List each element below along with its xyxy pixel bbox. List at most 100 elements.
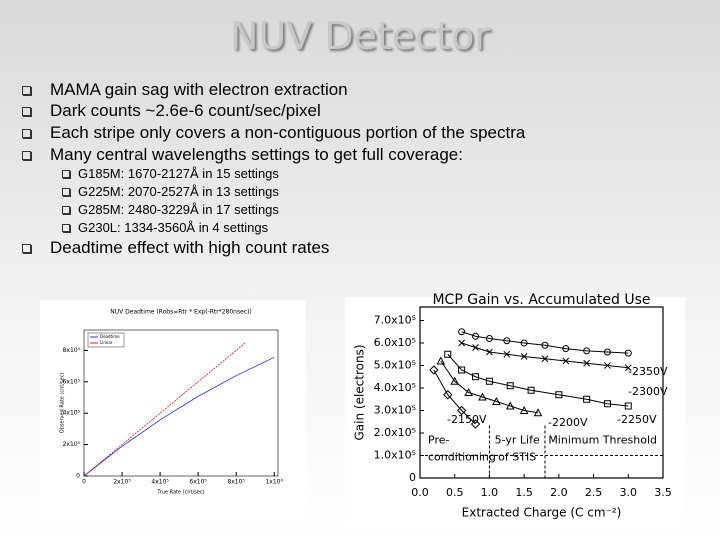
marker [505,401,515,410]
sub-bullet: G225M: 2070-2527Å in 13 settings [62,184,279,199]
plot-frame [419,306,664,479]
y-tick-label: 7.0x10⁵ [374,314,416,327]
marker [519,405,529,414]
y-tick-label: 6x10⁵ [63,378,81,385]
x-tick-label: 0 [82,479,86,486]
x-tick-label: 1.5 [515,486,533,499]
marker [443,390,453,400]
x-tick-label: 2x10⁵ [113,479,131,486]
x-axis-label: True Rate (cnt/sec) [156,490,204,496]
bullet: Dark counts ~2.6e-6 count/sec/pixel [22,101,321,120]
y-tick-label: 1.0x10⁵ [374,449,416,462]
marker [506,382,514,390]
series-label: -2200V [548,416,588,429]
series-label: -2150V [447,413,487,426]
slide-title: NUV Detector [230,14,490,58]
y-axis-label: Observed Rate (cnt/sec) [60,373,66,434]
marker [503,350,511,358]
marker [541,341,549,349]
annotation: Minimum Threshold [548,434,657,447]
x-tick-label: 0.5 [446,486,464,499]
x-tick-label: 1x10⁶ [265,479,283,486]
y-tick-label: 3.0x10⁵ [374,404,416,417]
marker [458,328,466,336]
sub-bullet: G285M: 2480-3229Å in 17 settings [62,202,279,217]
marker [562,357,570,365]
bullet: Deadtime effect with high count rates [21,238,330,257]
series-line [83,342,246,477]
sub-bullet: G230L: 1334-3560Å in 4 settings [61,220,269,235]
marker [583,347,591,355]
series-line [440,360,539,414]
right-figure-bg [345,297,685,527]
y-tick-label: 6.0x10⁵ [374,336,416,349]
marker [472,344,479,351]
marker [436,356,446,365]
legend-label: Linear [100,340,113,345]
marker [492,396,501,405]
marker [458,339,466,347]
x-tick-label: 4x10⁵ [151,479,169,486]
marker [429,365,439,375]
y-tick-label: 4.0x10⁵ [374,381,416,394]
x-tick-label: 3.5 [654,486,672,499]
y-tick-label: 0 [409,471,416,484]
chart-title: MCP Gain vs. Accumulated Use [432,292,650,308]
marker [520,339,528,347]
marker [603,400,611,408]
marker [486,348,493,356]
series-line [461,342,629,369]
marker [485,377,493,385]
x-tick-label: 2.0 [550,486,568,499]
marker [458,366,466,374]
y-tick-label: 2.0x10⁵ [374,426,416,439]
marker [464,387,473,396]
marker [541,355,549,363]
marker [555,391,563,399]
bullet: Many central wavelengths settings to get… [22,145,463,164]
marker [456,405,467,416]
marker [624,402,632,410]
x-tick-label: 3.0 [620,486,638,499]
marker [604,362,611,369]
sub-bullet: G185M: 1670-2127Å in 15 settings [62,166,279,181]
annotation: 5-yr Life [495,434,540,447]
marker [562,345,570,353]
series-line [447,353,629,407]
series-line [433,369,476,425]
annotation: Pre- [428,434,449,447]
marker [527,386,535,394]
series-label: -2250V [617,413,657,426]
x-tick-label: 2.5 [585,486,603,499]
marker [583,359,590,367]
marker [450,376,460,385]
x-tick-label: 0.0 [411,486,429,499]
series-line [83,356,275,477]
y-tick-label: 5.0x10⁵ [374,359,416,372]
marker [624,364,632,372]
legend-label: Deadtime [100,334,120,339]
marker [470,419,481,429]
x-tick-label: 8x10⁵ [227,479,245,486]
marker [444,350,452,358]
marker [533,408,543,417]
marker [583,395,591,403]
annotation: of STIS [498,451,536,464]
series-label: -2300V [628,385,668,398]
y-tick-label: 0 [76,473,80,480]
y-tick-label: 8x10⁵ [63,347,81,354]
marker [624,349,632,357]
y-tick-label: 2x10⁵ [63,441,81,448]
x-tick-label: 6x10⁵ [189,479,207,486]
bullet: MAMA gain sag with electron extraction [22,80,348,99]
marker [503,337,511,345]
marker [478,392,487,401]
series-line [461,331,629,354]
marker [472,332,480,340]
x-tick-label: 1.0 [481,486,499,499]
y-tick-label: 4x10⁵ [63,410,81,417]
series-label: -2350V [628,365,668,378]
plot-frame [83,329,279,477]
